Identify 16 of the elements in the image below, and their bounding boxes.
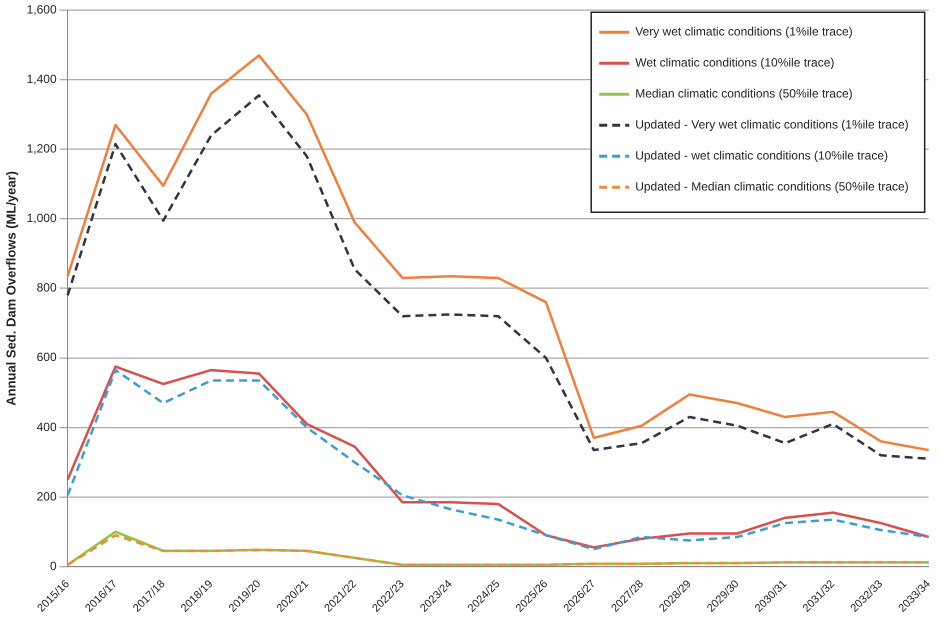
y-tick-label: 1,400 bbox=[26, 72, 57, 86]
y-tick-label: 1,600 bbox=[26, 2, 57, 17]
legend-label: Wet climatic conditions (10%ile trace) bbox=[635, 56, 834, 70]
y-axis-title: Annual Sed. Dam Overflows (ML/year) bbox=[3, 170, 18, 406]
legend-label: Very wet climatic conditions (1%ile trace) bbox=[635, 24, 853, 39]
y-tick-label: 600 bbox=[36, 350, 57, 364]
legend-label: Updated - wet climatic conditions (10%ile trace) bbox=[635, 148, 888, 163]
y-tick-label: 800 bbox=[36, 280, 57, 295]
legend-label: Updated - Very wet climatic conditions (1%ile trace) bbox=[635, 118, 909, 132]
legend-label: Updated - Median climatic conditions (50%ile trace) bbox=[635, 180, 909, 194]
y-tick-label: 0 bbox=[50, 558, 57, 573]
legend-label: Median climatic conditions (50%ile trace) bbox=[635, 86, 853, 101]
y-tick-label: 400 bbox=[36, 420, 57, 434]
y-tick-label: 1,000 bbox=[26, 211, 57, 226]
y-tick-label: 200 bbox=[36, 489, 57, 504]
y-tick-label: 1,200 bbox=[26, 142, 57, 156]
